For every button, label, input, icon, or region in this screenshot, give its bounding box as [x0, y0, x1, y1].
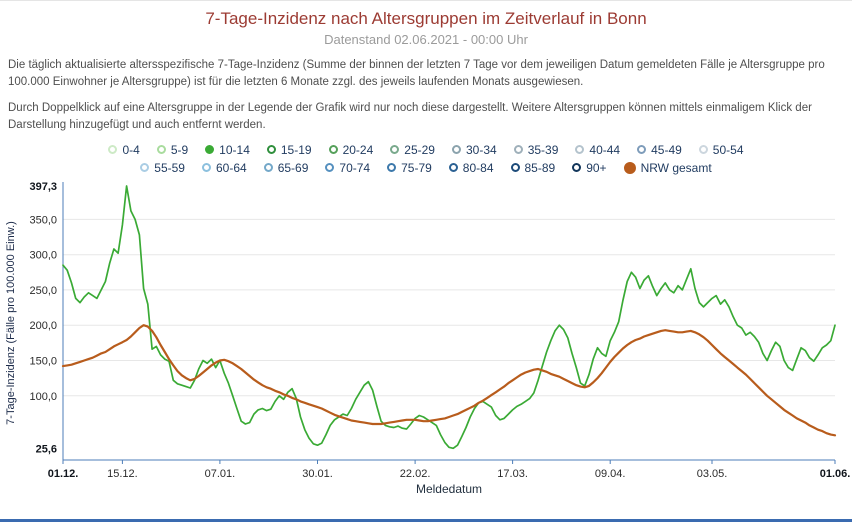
legend-marker-icon	[387, 163, 397, 173]
description-paragraph-1: Die täglich aktualisierte altersspezifis…	[8, 59, 825, 88]
y-tick-label: 100,0	[29, 390, 57, 402]
series-line-10-14[interactable]	[62, 184, 836, 449]
legend-marker-icon	[698, 145, 708, 155]
legend-item-85-89[interactable]: 85-89	[510, 160, 556, 175]
legend-item-0-4[interactable]: 0-4	[108, 142, 140, 157]
data-status-subtitle: Datenstand 02.06.2021 - 00:00 Uhr	[324, 32, 528, 47]
chart-legend: 0-4 5-9 10-14 15-19 20-24 25-29 30-34 35-39 40-4…	[0, 143, 852, 175]
legend-label: 25-29	[404, 142, 435, 157]
legend-item-55-59[interactable]: 55-59	[140, 161, 185, 175]
legend-label: 5-9	[170, 142, 189, 157]
x-tick-label: 01.06.	[820, 468, 851, 480]
legend-item-10-14[interactable]: 10-14	[205, 143, 250, 157]
legend-marker-icon	[140, 163, 150, 173]
legend-label: 20-24	[342, 142, 374, 157]
legend-label: 70-74	[339, 160, 371, 175]
legend-label: 85-89	[524, 160, 556, 175]
legend-label: 0-4	[122, 142, 140, 157]
legend-item-15-19[interactable]: 15-19	[266, 142, 312, 157]
x-tick-label: 15.12.	[107, 468, 138, 480]
x-tick-label: 09.04.	[595, 468, 626, 480]
y-tick-label: 397,3	[29, 181, 57, 193]
y-tick-label: 200,0	[29, 320, 57, 332]
x-tick-label: 22.02.	[400, 468, 431, 480]
legend-label: 40-44	[589, 142, 621, 157]
x-tick-label: 01.12.	[48, 468, 79, 480]
legend-marker-icon	[205, 145, 215, 155]
legend-label: 35-39	[527, 142, 559, 157]
legend-label: 50-54	[712, 142, 744, 157]
legend-item-40-44[interactable]: 40-44	[575, 143, 620, 157]
series-line-nrw-gesamt[interactable]	[61, 323, 837, 437]
incidence-line-chart[interactable]: 397,3 350,0 300,0 250,0 200,0 150,0 100,0 25,6 0…	[0, 179, 852, 505]
legend-marker-icon	[390, 145, 400, 155]
x-tick-label: 07.01.	[205, 468, 236, 480]
legend-marker-icon	[451, 145, 461, 155]
legend-marker-icon	[623, 161, 636, 174]
legend-marker-icon	[328, 145, 338, 155]
legend-label: 55-59	[154, 160, 185, 175]
y-tick-label: 350,0	[29, 214, 57, 226]
legend-marker-icon	[572, 163, 582, 173]
legend-row: 55-59 60-64 65-69 70-74 75-79 80-84 85-89 90+ NR…	[140, 160, 712, 175]
legend-item-75-79[interactable]: 75-79	[387, 161, 432, 175]
legend-item-25-29[interactable]: 25-29	[390, 143, 435, 157]
y-tick-label: 150,0	[29, 355, 57, 367]
legend-marker-icon	[448, 163, 458, 173]
legend-item-90+[interactable]: 90+	[572, 160, 607, 175]
y-tick-label: 250,0	[29, 285, 57, 297]
description-paragraph-2: Durch Doppelklick auf eine Altersgruppe …	[8, 102, 812, 132]
legend-label: 10-14	[219, 142, 250, 157]
x-axis-title: Meldedatum	[416, 482, 482, 496]
legend-marker-icon	[637, 145, 647, 155]
legend-row: 0-4 5-9 10-14 15-19 20-24 25-29 30-34 35-39 40-4…	[108, 142, 744, 157]
legend-label: 30-34	[465, 142, 497, 157]
legend-label: 75-79	[401, 160, 432, 175]
x-tick-label: 03.05.	[697, 468, 728, 480]
legend-item-nrw-gesamt[interactable]: NRW gesamt	[623, 160, 712, 175]
y-axis-title: 7-Tage-Inzidenz (Fälle pro 100.000 Einw.…	[5, 221, 17, 425]
legend-marker-icon	[325, 163, 335, 173]
legend-marker-icon	[575, 145, 585, 155]
legend-marker-icon	[263, 163, 273, 173]
legend-label: 90+	[586, 160, 607, 175]
page-title: 7-Tage-Inzidenz nach Altersgruppen im Ze…	[205, 9, 647, 28]
legend-label: 15-19	[280, 142, 312, 157]
legend-item-60-64[interactable]: 60-64	[201, 160, 247, 175]
x-tick-label: 17.03.	[497, 468, 528, 480]
legend-marker-icon	[156, 145, 166, 155]
legend-marker-icon	[201, 163, 211, 173]
legend-label: 80-84	[462, 160, 494, 175]
legend-item-70-74[interactable]: 70-74	[325, 161, 370, 175]
legend-item-65-69[interactable]: 65-69	[263, 160, 309, 175]
legend-marker-icon	[513, 145, 523, 155]
legend-label: NRW gesamt	[640, 160, 712, 175]
legend-item-20-24[interactable]: 20-24	[328, 142, 374, 157]
legend-item-35-39[interactable]: 35-39	[513, 142, 559, 157]
y-tick-label: 300,0	[29, 249, 57, 261]
legend-label: 65-69	[277, 160, 309, 175]
legend-item-5-9[interactable]: 5-9	[156, 142, 189, 157]
legend-item-45-49[interactable]: 45-49	[637, 143, 682, 157]
legend-marker-icon	[266, 145, 276, 155]
x-tick-label: 30.01.	[302, 468, 333, 480]
legend-label: 45-49	[651, 142, 682, 157]
legend-marker-icon	[510, 163, 520, 173]
legend-marker-icon	[108, 145, 118, 155]
legend-label: 60-64	[215, 160, 247, 175]
legend-item-50-54[interactable]: 50-54	[698, 142, 744, 157]
legend-item-30-34[interactable]: 30-34	[451, 142, 497, 157]
y-tick-label: 25,6	[36, 443, 57, 455]
legend-item-80-84[interactable]: 80-84	[448, 160, 494, 175]
